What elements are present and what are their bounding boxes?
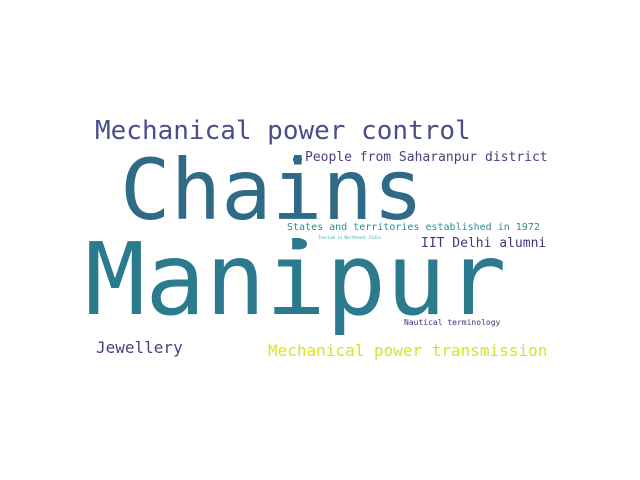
- word-dot-2: [297, 239, 307, 249]
- word-jewellery: Jewellery: [96, 338, 183, 357]
- word-people-from-saharanpur-district: People from Saharanpur district: [305, 150, 548, 165]
- word-dot-1: [293, 155, 302, 164]
- word-manipur: Manipur: [85, 221, 507, 338]
- word-chains: Chains: [120, 141, 424, 239]
- word-states-and-territories-established-in-1972: States and territories established in 19…: [287, 222, 540, 233]
- word-tourism-in-northeast-india: Tourism in Northeast India: [318, 235, 381, 240]
- word-mechanical-power-transmission: Mechanical power transmission: [268, 341, 548, 360]
- word-iit-delhi-alumni: IIT Delhi alumni: [421, 236, 547, 251]
- word-nautical-terminology: Nautical terminology: [404, 318, 501, 327]
- word-mechanical-power-control: Mechanical power control: [95, 116, 471, 146]
